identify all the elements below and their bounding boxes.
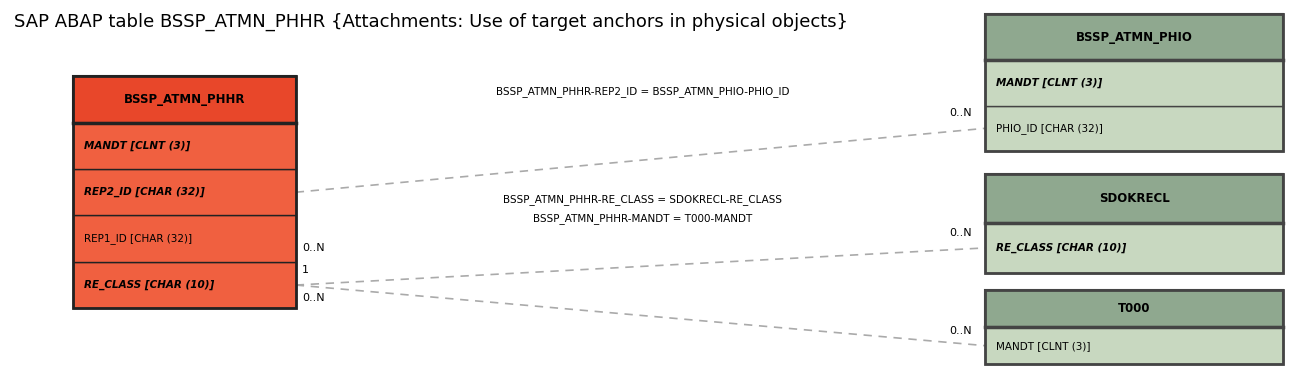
Text: BSSP_ATMN_PHHR-MANDT = T000-MANDT: BSSP_ATMN_PHHR-MANDT = T000-MANDT xyxy=(532,213,753,224)
Text: MANDT [CLNT (3)]: MANDT [CLNT (3)] xyxy=(995,341,1091,351)
Text: 1: 1 xyxy=(303,265,309,275)
Text: 0..N: 0..N xyxy=(303,293,325,303)
Text: MANDT [CLNT (3)]: MANDT [CLNT (3)] xyxy=(84,141,190,151)
Text: T000: T000 xyxy=(1118,302,1151,315)
Text: BSSP_ATMN_PHHR-RE_CLASS = SDOKRECL-RE_CLASS: BSSP_ATMN_PHHR-RE_CLASS = SDOKRECL-RE_CL… xyxy=(503,195,781,205)
FancyBboxPatch shape xyxy=(985,106,1283,151)
FancyBboxPatch shape xyxy=(985,223,1283,273)
FancyBboxPatch shape xyxy=(985,60,1283,106)
FancyBboxPatch shape xyxy=(985,14,1283,60)
Text: REP2_ID [CHAR (32)]: REP2_ID [CHAR (32)] xyxy=(84,187,205,198)
FancyBboxPatch shape xyxy=(73,169,296,215)
Text: BSSP_ATMN_PHIO: BSSP_ATMN_PHIO xyxy=(1076,31,1193,44)
FancyBboxPatch shape xyxy=(73,76,296,123)
FancyBboxPatch shape xyxy=(985,173,1283,223)
Text: 0..N: 0..N xyxy=(949,326,971,336)
FancyBboxPatch shape xyxy=(985,327,1283,365)
Text: BSSP_ATMN_PHHR: BSSP_ATMN_PHHR xyxy=(123,93,245,106)
Text: SDOKRECL: SDOKRECL xyxy=(1099,192,1169,205)
Text: 0..N: 0..N xyxy=(303,243,325,253)
FancyBboxPatch shape xyxy=(73,123,296,169)
Text: RE_CLASS [CHAR (10)]: RE_CLASS [CHAR (10)] xyxy=(995,243,1126,253)
Text: 0..N: 0..N xyxy=(949,108,971,118)
Text: SAP ABAP table BSSP_ATMN_PHHR {Attachments: Use of target anchors in physical ob: SAP ABAP table BSSP_ATMN_PHHR {Attachmen… xyxy=(14,12,848,31)
Text: RE_CLASS [CHAR (10)]: RE_CLASS [CHAR (10)] xyxy=(84,280,214,290)
Text: REP1_ID [CHAR (32)]: REP1_ID [CHAR (32)] xyxy=(84,233,191,244)
FancyBboxPatch shape xyxy=(73,262,296,308)
Text: 0..N: 0..N xyxy=(949,228,971,238)
FancyBboxPatch shape xyxy=(73,215,296,262)
Text: BSSP_ATMN_PHHR-REP2_ID = BSSP_ATMN_PHIO-PHIO_ID: BSSP_ATMN_PHHR-REP2_ID = BSSP_ATMN_PHIO-… xyxy=(496,86,789,97)
Text: MANDT [CLNT (3)]: MANDT [CLNT (3)] xyxy=(995,78,1101,88)
FancyBboxPatch shape xyxy=(985,290,1283,327)
Text: PHIO_ID [CHAR (32)]: PHIO_ID [CHAR (32)] xyxy=(995,123,1103,134)
